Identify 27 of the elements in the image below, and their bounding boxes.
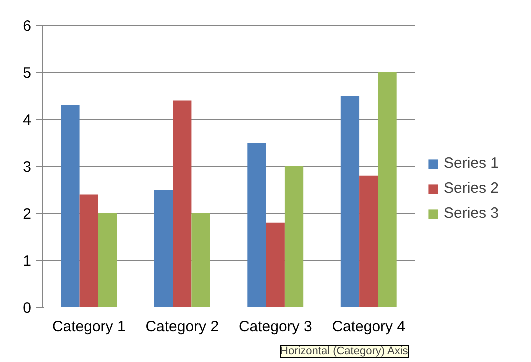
legend-label: Series 3 xyxy=(444,205,500,222)
bar xyxy=(154,190,174,308)
x-tick-label: Category 1 xyxy=(52,318,126,336)
y-tick-label: 6 xyxy=(23,18,32,35)
y-tick-label: 3 xyxy=(23,159,32,176)
x-tick-label: Category 2 xyxy=(146,318,220,336)
y-tick-label: 1 xyxy=(23,253,32,270)
bar xyxy=(360,176,378,308)
x-tick-label: Category 3 xyxy=(238,318,312,336)
bar xyxy=(61,105,80,308)
y-tick-label: 0 xyxy=(23,300,32,317)
x-tick-label: Category 4 xyxy=(332,318,406,336)
bar xyxy=(173,100,192,308)
bar xyxy=(340,96,360,308)
bar xyxy=(80,194,98,308)
bar xyxy=(192,214,210,308)
bar xyxy=(284,166,304,308)
legend-label: Series 1 xyxy=(444,155,500,172)
bar xyxy=(378,72,397,308)
bar xyxy=(98,214,118,308)
bar xyxy=(248,143,266,308)
bar xyxy=(266,222,285,308)
y-tick-label: 2 xyxy=(23,206,32,223)
text: Horizontal (Category) Axis xyxy=(280,346,409,358)
y-tick-label: 5 xyxy=(23,65,32,82)
legend-label: Series 2 xyxy=(444,180,500,197)
y-tick-label: 4 xyxy=(23,112,32,129)
